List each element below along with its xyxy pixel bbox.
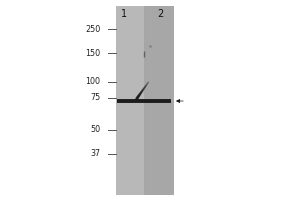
- Bar: [144, 6, 145, 195]
- Text: 2: 2: [158, 9, 164, 19]
- Bar: [150, 6, 151, 195]
- Bar: [172, 6, 173, 195]
- Bar: [161, 6, 162, 195]
- Bar: [153, 6, 154, 195]
- Bar: [164, 6, 165, 195]
- Bar: [156, 6, 157, 195]
- Bar: [147, 6, 148, 195]
- Bar: [154, 6, 155, 195]
- Bar: [165, 6, 166, 195]
- Bar: [162, 6, 163, 195]
- Bar: [148, 6, 149, 195]
- Bar: [160, 6, 161, 195]
- Bar: [170, 6, 171, 195]
- Bar: [166, 6, 167, 195]
- Text: 250: 250: [85, 24, 100, 33]
- Text: 100: 100: [85, 77, 100, 86]
- Bar: [159, 6, 160, 195]
- Bar: [168, 6, 169, 195]
- Text: 50: 50: [90, 126, 100, 134]
- Bar: [157, 6, 158, 195]
- Bar: [169, 6, 170, 195]
- Bar: [173, 6, 174, 195]
- Text: 150: 150: [85, 48, 100, 58]
- Bar: [167, 6, 168, 195]
- Bar: [146, 6, 147, 195]
- Bar: [171, 6, 172, 195]
- Bar: [163, 6, 164, 195]
- Text: 75: 75: [90, 94, 100, 102]
- Bar: [116, 6, 144, 195]
- Bar: [155, 6, 156, 195]
- Bar: [149, 6, 150, 195]
- Bar: [152, 6, 153, 195]
- Bar: [145, 6, 146, 195]
- Text: 37: 37: [90, 150, 100, 158]
- Text: 1: 1: [122, 9, 128, 19]
- Bar: [144, 6, 174, 195]
- Bar: [151, 6, 152, 195]
- Bar: [158, 6, 159, 195]
